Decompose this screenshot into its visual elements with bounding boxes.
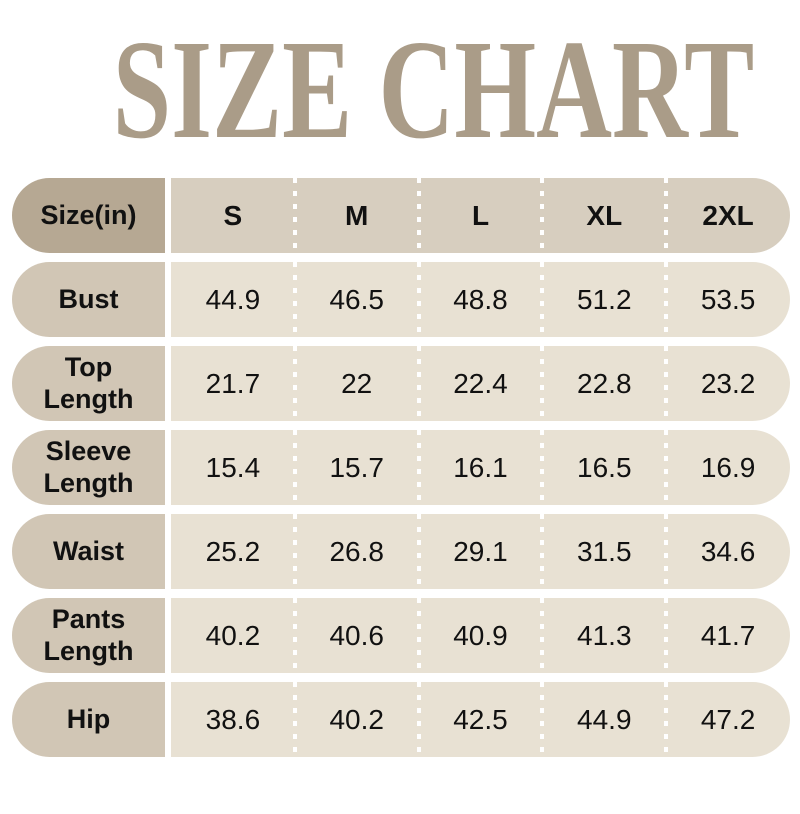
- row-values: 25.2 26.8 29.1 31.5 34.6: [171, 514, 790, 589]
- column-header-xl: XL: [540, 178, 666, 253]
- value-cell: 22.4: [416, 346, 543, 421]
- value-cell: 44.9: [205, 283, 261, 315]
- table-row-sleeve-length: Sleeve Length 15.4 15.7 16.1 16.5 16.9: [12, 430, 790, 505]
- value-cell: 22: [292, 346, 419, 421]
- row-label: Hip: [12, 682, 165, 757]
- value-cell: 21.7: [205, 367, 261, 399]
- value-cell: 41.3: [540, 598, 666, 673]
- value-cell: 23.2: [664, 346, 790, 421]
- value-cell: 22.8: [540, 346, 666, 421]
- value-cell: 40.2: [205, 619, 261, 651]
- value-cell: 40.9: [416, 598, 543, 673]
- row-label: Bust: [12, 262, 165, 337]
- value-cell: 26.8: [292, 514, 419, 589]
- column-header-2xl: 2XL: [664, 178, 790, 253]
- value-cell: 42.5: [416, 682, 543, 757]
- value-cell: 25.2: [205, 535, 261, 567]
- row-values: 38.6 40.2 42.5 44.9 47.2: [171, 682, 790, 757]
- row-label: Sleeve Length: [12, 430, 165, 505]
- value-cell: 29.1: [416, 514, 543, 589]
- row-values: 40.2 40.6 40.9 41.3 41.7: [171, 598, 790, 673]
- table-row-top-length: Top Length 21.7 22 22.4 22.8 23.2: [12, 346, 790, 421]
- table-row-waist: Waist 25.2 26.8 29.1 31.5 34.6: [12, 514, 790, 589]
- value-cell: 53.5: [664, 262, 790, 337]
- table-row-hip: Hip 38.6 40.2 42.5 44.9 47.2: [12, 682, 790, 757]
- value-cell: 15.7: [292, 430, 419, 505]
- title-bar: SIZE CHART: [0, 14, 800, 164]
- table-row-pants-length: Pants Length 40.2 40.6 40.9 41.3 41.7: [12, 598, 790, 673]
- value-cell: 16.5: [540, 430, 666, 505]
- value-cell: 34.6: [664, 514, 790, 589]
- column-headers: S M L XL 2XL: [171, 178, 790, 253]
- row-label: Top Length: [12, 346, 165, 421]
- row-values: 44.9 46.5 48.8 51.2 53.5: [171, 262, 790, 337]
- value-cell: 44.9: [540, 682, 666, 757]
- value-cell: 38.6: [205, 703, 261, 735]
- value-cell: 40.6: [292, 598, 419, 673]
- value-cell: 48.8: [416, 262, 543, 337]
- value-cell: 40.2: [292, 682, 419, 757]
- size-chart-table: Size(in) S M L XL 2XL Bust 44.9 46.5 48.…: [0, 164, 800, 757]
- row-label: Pants Length: [12, 598, 165, 673]
- value-cell: 16.1: [416, 430, 543, 505]
- value-cell: 47.2: [664, 682, 790, 757]
- page-title: SIZE CHART: [112, 10, 755, 168]
- row-label: Waist: [12, 514, 165, 589]
- value-cell: 31.5: [540, 514, 666, 589]
- corner-header-cell: Size(in): [12, 178, 165, 253]
- value-cell: 51.2: [540, 262, 666, 337]
- value-cell: 15.4: [205, 451, 261, 483]
- value-cell: 41.7: [664, 598, 790, 673]
- column-header-l: L: [416, 178, 543, 253]
- row-values: 21.7 22 22.4 22.8 23.2: [171, 346, 790, 421]
- table-header-row: Size(in) S M L XL 2XL: [12, 178, 790, 253]
- column-header-s: S: [223, 199, 243, 231]
- value-cell: 46.5: [292, 262, 419, 337]
- column-header-m: M: [292, 178, 419, 253]
- table-row-bust: Bust 44.9 46.5 48.8 51.2 53.5: [12, 262, 790, 337]
- row-values: 15.4 15.7 16.1 16.5 16.9: [171, 430, 790, 505]
- value-cell: 16.9: [664, 430, 790, 505]
